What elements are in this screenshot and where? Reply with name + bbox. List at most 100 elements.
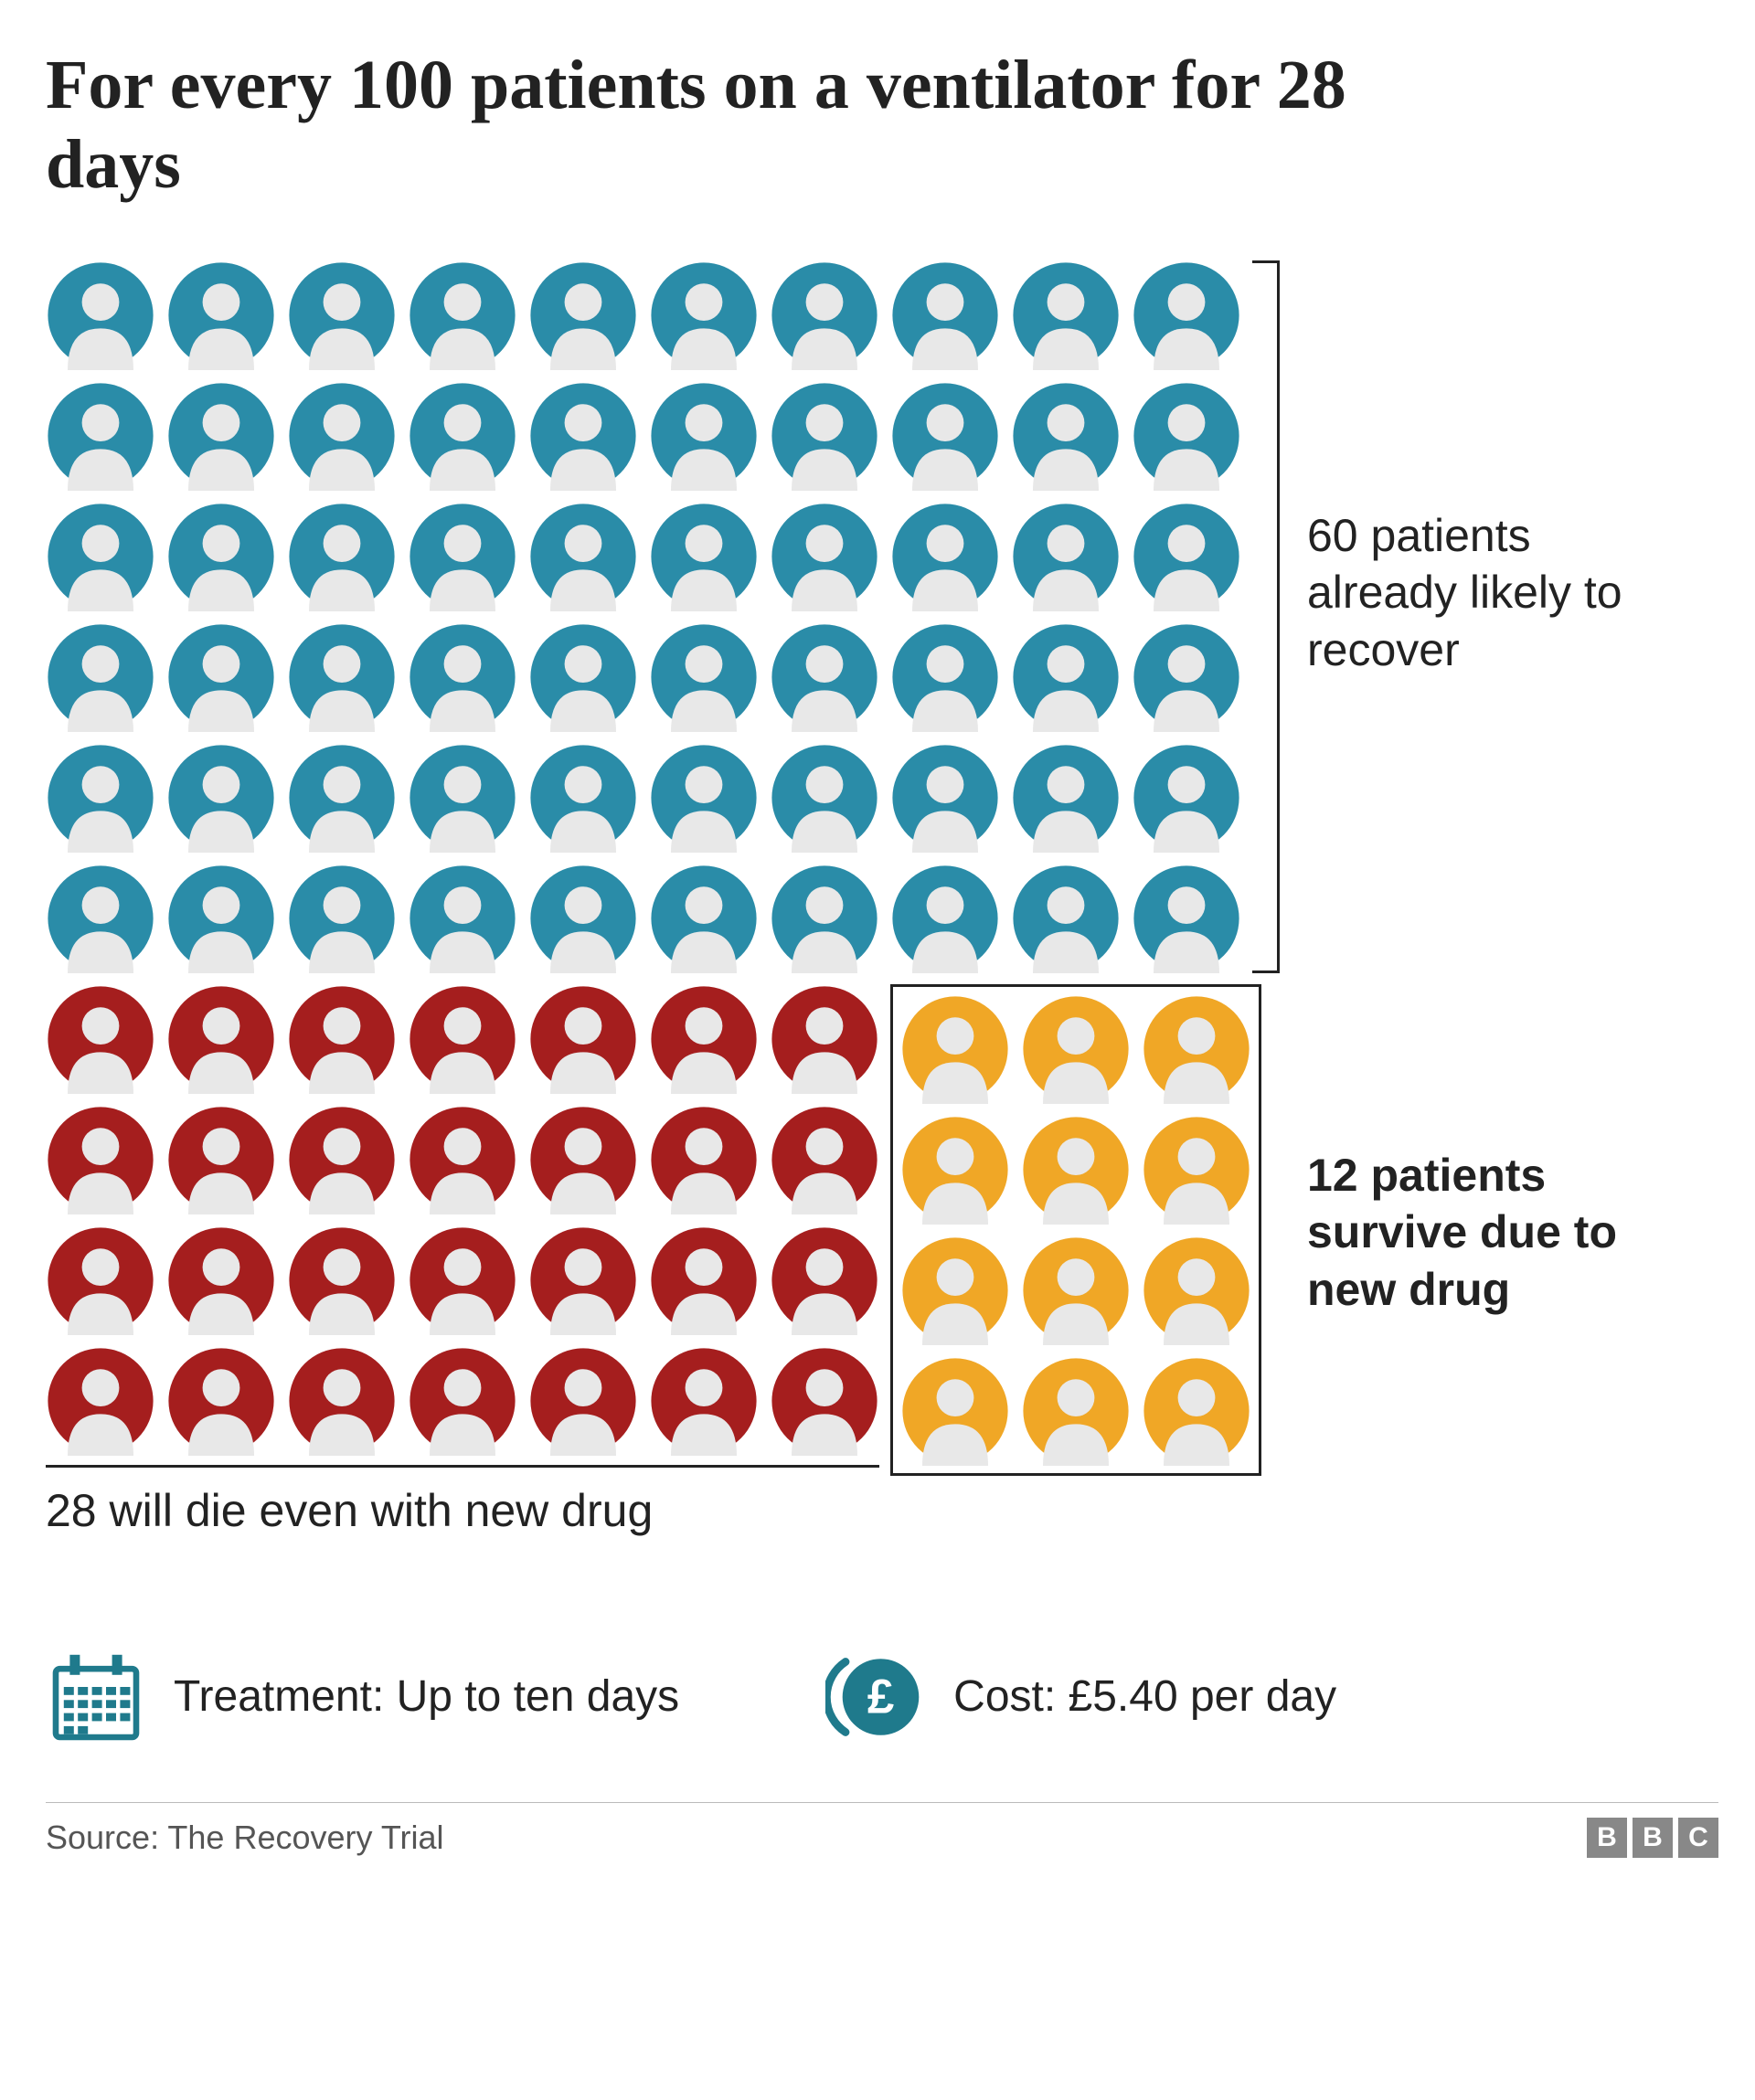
person-icon [1132,743,1241,853]
person-icon [1142,1356,1251,1466]
person-icon [770,260,879,370]
person-icon [1011,743,1121,853]
person-icon [287,1225,397,1335]
person-icon [649,502,759,611]
person-icon [649,1346,759,1456]
person-icon [408,1225,517,1335]
person-icon [770,864,879,973]
person-icon [166,260,276,370]
person-icon [408,381,517,491]
person-icon [1021,1236,1131,1345]
person-icon [528,864,638,973]
person-icon [166,984,276,1094]
chart-title: For every 100 patients on a ventilator f… [46,46,1417,206]
person-icon [770,502,879,611]
person-icon [166,743,276,853]
person-icon [770,984,879,1094]
person-icon [890,502,1000,611]
person-icon [46,622,155,732]
person-icon [528,984,638,1094]
person-icon [900,994,1010,1104]
person-icon [46,1346,155,1456]
person-icon [900,1115,1010,1225]
pound-icon: £ [825,1647,926,1747]
person-icon [166,1225,276,1335]
label-recover: 60 patients already likely to recover [1307,507,1673,679]
source-row: Source: The Recovery Trial BBC [46,1802,1718,1858]
person-icon [649,622,759,732]
person-icon [890,381,1000,491]
person-icon [890,864,1000,973]
person-icon [1021,1356,1131,1466]
bracket-recover [1252,260,1280,973]
person-icon [46,864,155,973]
group-recover [46,260,1261,973]
person-icon [1142,1115,1251,1225]
person-icon [1132,864,1241,973]
person-icon [1011,502,1121,611]
label-survive: 12 patients survive due to new drug [1307,1147,1691,1319]
person-icon [649,864,759,973]
person-icon [1142,994,1251,1104]
person-icon [770,743,879,853]
person-icon [890,260,1000,370]
person-icon [649,260,759,370]
person-icon [770,381,879,491]
person-icon [408,260,517,370]
person-icon [528,260,638,370]
bbc-logo: BBC [1587,1818,1718,1858]
person-icon [166,1105,276,1214]
label-die: 28 will die even with new drug [46,1465,879,1537]
person-icon [166,502,276,611]
person-icon [890,743,1000,853]
stat-treatment-label: Treatment: Up to ten days [174,1671,679,1722]
person-icon [408,502,517,611]
person-icon [287,743,397,853]
person-icon [1142,1236,1251,1345]
person-icon [1011,260,1121,370]
person-icon [287,502,397,611]
person-icon [1021,1115,1131,1225]
person-icon [900,1356,1010,1466]
person-icon [770,1105,879,1214]
stat-treatment: Treatment: Up to ten days [46,1647,679,1747]
person-icon [287,1346,397,1456]
person-icon [408,743,517,853]
pictogram-area: 28 will die even with new drug [46,260,1718,1537]
person-icon [649,743,759,853]
person-icon [528,1346,638,1456]
person-icon [528,622,638,732]
person-icon [166,864,276,973]
person-icon [1132,502,1241,611]
person-icon [1132,260,1241,370]
calendar-icon [46,1647,146,1747]
person-icon [408,1105,517,1214]
person-icon [1011,864,1121,973]
person-icon [46,502,155,611]
person-icon [1132,622,1241,732]
person-icon [770,1346,879,1456]
group-survive [890,984,1261,1476]
person-icon [166,1346,276,1456]
person-icon [890,622,1000,732]
person-icon [287,1105,397,1214]
person-icon [649,1225,759,1335]
person-icon [900,1236,1010,1345]
person-icon [408,864,517,973]
person-icon [408,1346,517,1456]
person-icon [649,984,759,1094]
person-icon [1011,622,1121,732]
person-icon [1011,381,1121,491]
person-icon [770,1225,879,1335]
person-icon [46,1225,155,1335]
svg-text:£: £ [867,1670,894,1723]
person-icon [528,1105,638,1214]
person-icon [528,743,638,853]
person-icon [287,984,397,1094]
source-text: Source: The Recovery Trial [46,1819,444,1857]
person-icon [1021,994,1131,1104]
person-icon [649,381,759,491]
person-icon [408,622,517,732]
person-icon [46,743,155,853]
person-icon [649,1105,759,1214]
